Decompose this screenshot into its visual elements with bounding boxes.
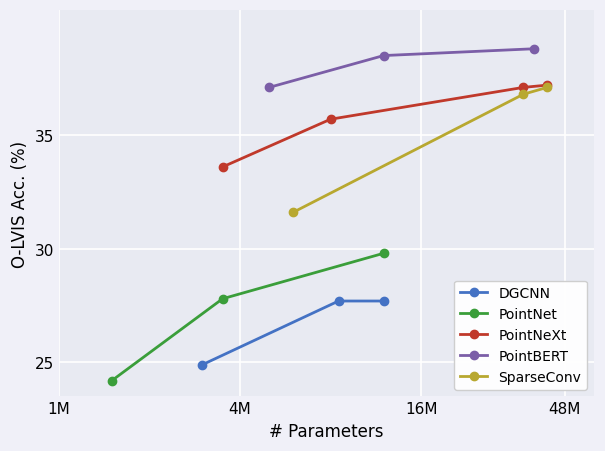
DGCNN [335, 299, 342, 304]
SparseConv [289, 210, 296, 216]
X-axis label: # Parameters: # Parameters [269, 422, 384, 440]
PointNeXt [520, 86, 527, 91]
Line: PointNeXt: PointNeXt [218, 82, 551, 172]
Y-axis label: O-LVIS Acc. (%): O-LVIS Acc. (%) [11, 140, 29, 267]
Line: PointNet: PointNet [108, 249, 388, 385]
DGCNN [199, 362, 206, 368]
Line: DGCNN: DGCNN [198, 297, 388, 369]
Line: PointBERT: PointBERT [265, 46, 538, 92]
SparseConv [544, 86, 551, 91]
Line: SparseConv: SparseConv [289, 84, 551, 217]
PointNeXt [544, 83, 551, 89]
PointBERT [531, 47, 538, 52]
PointNet [108, 378, 116, 383]
SparseConv [520, 92, 527, 98]
PointNeXt [219, 165, 226, 170]
PointBERT [266, 86, 273, 91]
PointBERT [380, 54, 387, 59]
PointNet [219, 296, 226, 302]
DGCNN [380, 299, 387, 304]
Legend: DGCNN, PointNet, PointNeXt, PointBERT, SparseConv: DGCNN, PointNet, PointNeXt, PointBERT, S… [454, 281, 587, 390]
PointNeXt [327, 117, 334, 123]
PointNet [380, 251, 387, 257]
